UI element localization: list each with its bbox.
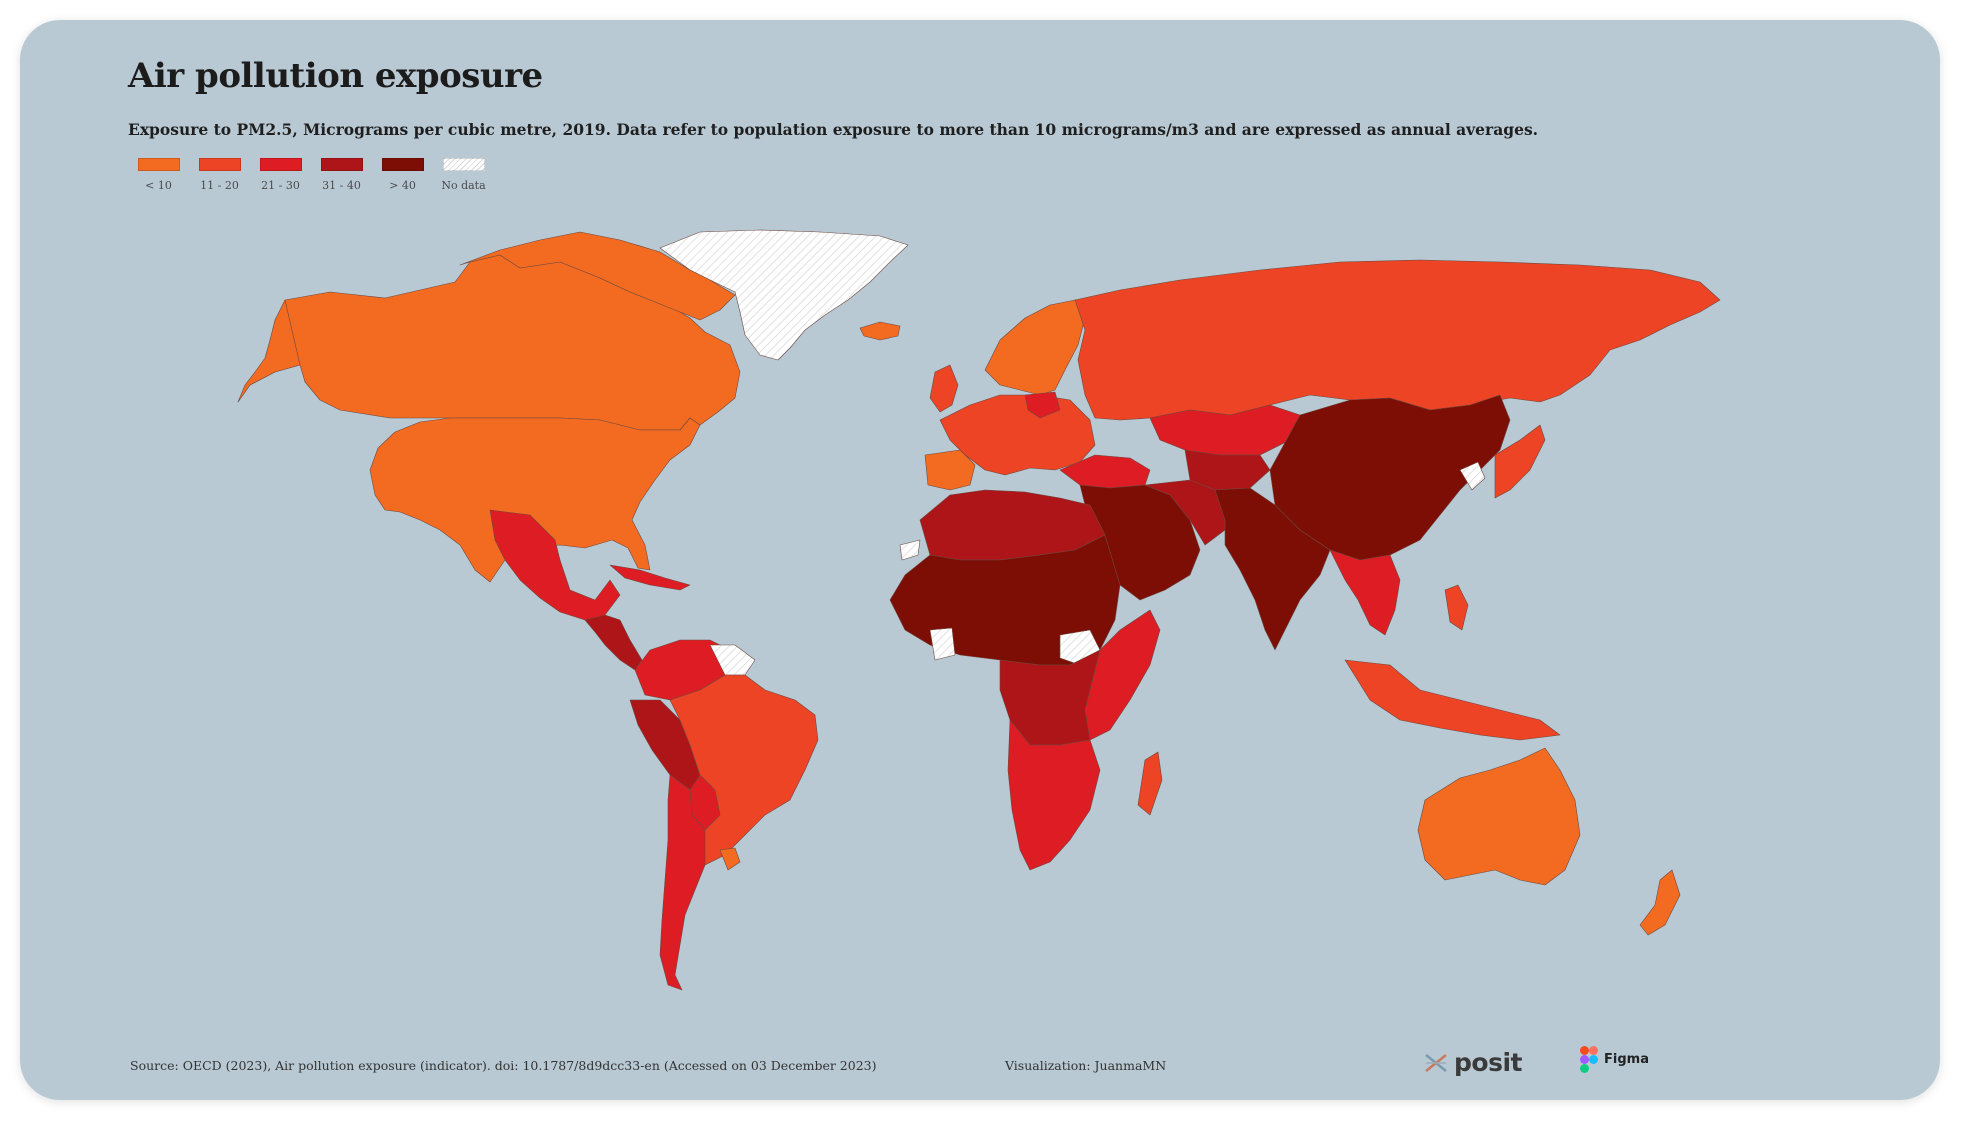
legend: < 10 11 - 20 21 - 30 31 - 40 > 40 No dat… (128, 158, 494, 192)
region-mexico (489, 509, 621, 621)
region-korea (1459, 461, 1486, 491)
region-alaska (237, 299, 301, 403)
region-uruguay (719, 847, 741, 871)
region-poland (1024, 391, 1061, 419)
region-iceland (859, 321, 901, 341)
region-arctic-islands (459, 231, 736, 321)
posit-label: posit (1454, 1048, 1522, 1077)
world-map (237, 229, 1721, 991)
map-card: Air pollution exposure Exposure to PM2.5… (20, 20, 1940, 1100)
legend-item-11-20: 11 - 20 (189, 158, 250, 192)
region-ivory-coast (929, 627, 956, 661)
region-scandinavia (984, 299, 1086, 396)
legend-label: > 40 (389, 179, 416, 192)
region-philippines (1444, 584, 1469, 631)
legend-swatch-gt40 (381, 158, 424, 171)
legend-label: No data (441, 179, 486, 192)
legend-item-gt40: > 40 (372, 158, 433, 192)
legend-swatch-31-40 (320, 158, 363, 171)
page-subtitle: Exposure to PM2.5, Micrograms per cubic … (128, 120, 1539, 139)
region-southern-africa (1007, 719, 1101, 871)
legend-label: 21 - 30 (261, 179, 300, 192)
region-russia (1074, 259, 1721, 421)
legend-swatch-lt10 (137, 158, 180, 171)
region-argentina-chile (659, 774, 706, 991)
region-southeast-asia (1329, 549, 1401, 636)
region-indonesia (1344, 659, 1561, 741)
page-title: Air pollution exposure (128, 56, 543, 96)
region-guianas (709, 644, 756, 676)
posit-logo-icon (1425, 1053, 1447, 1072)
footer-visualization: Visualization: JuanmaMN (1005, 1058, 1167, 1073)
figma-logo: Figma (1580, 1046, 1649, 1073)
figma-label: Figma (1604, 1052, 1649, 1067)
region-central-america (584, 614, 643, 671)
footer-source: Source: OECD (2023), Air pollution expos… (130, 1058, 877, 1073)
legend-item-nodata: No data (433, 158, 494, 192)
legend-label: 11 - 20 (200, 179, 239, 192)
region-usa (369, 417, 701, 583)
legend-swatch-11-20 (198, 158, 241, 171)
region-australia (1417, 747, 1581, 886)
legend-swatch-21-30 (259, 158, 302, 171)
figma-logo-icon (1580, 1046, 1598, 1073)
region-india (1214, 487, 1331, 651)
region-japan (1494, 424, 1546, 499)
region-uk (929, 364, 959, 413)
legend-label: < 10 (145, 179, 172, 192)
region-iberia (924, 449, 976, 491)
legend-item-lt10: < 10 (128, 158, 189, 192)
region-greenland (659, 229, 909, 361)
region-new-zealand (1639, 869, 1681, 936)
region-west-sahara (899, 539, 921, 561)
posit-logo: posit (1422, 1048, 1522, 1077)
region-caribbean (609, 564, 691, 591)
region-madagascar (1137, 751, 1163, 816)
legend-item-21-30: 21 - 30 (250, 158, 311, 192)
legend-item-31-40: 31 - 40 (311, 158, 372, 192)
legend-swatch-nodata (442, 158, 485, 171)
legend-label: 31 - 40 (322, 179, 361, 192)
